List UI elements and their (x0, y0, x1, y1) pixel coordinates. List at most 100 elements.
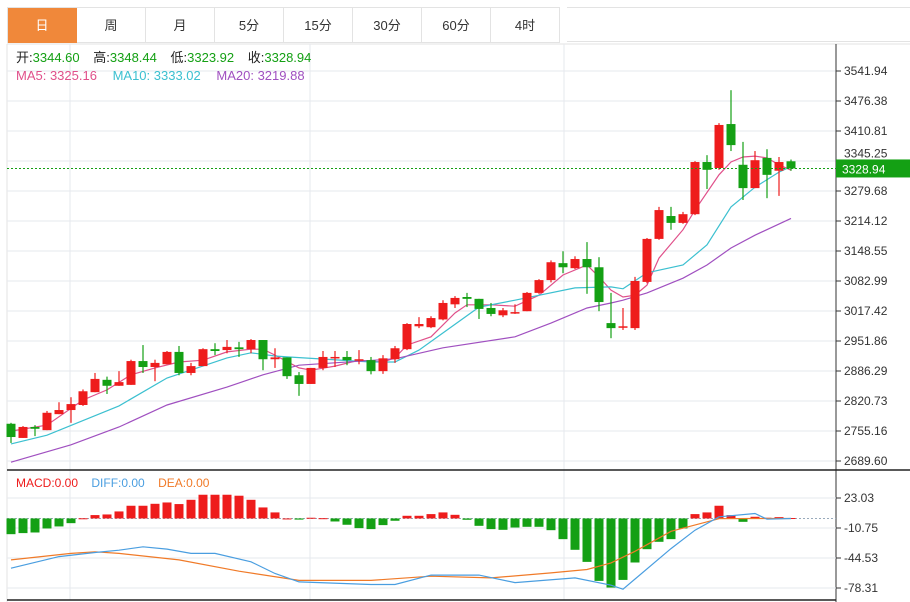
candle-body (66, 404, 76, 411)
candle (162, 351, 172, 365)
candle (354, 350, 364, 365)
candle-body (198, 349, 208, 367)
candle-body (486, 307, 496, 314)
candle (486, 302, 496, 317)
macd-bar (498, 518, 508, 530)
candle-body (762, 157, 772, 175)
candle (762, 149, 772, 199)
candle-body (42, 412, 52, 431)
candle (390, 345, 400, 363)
tab-15min[interactable]: 15分 (284, 8, 353, 43)
candle-body (234, 347, 244, 350)
macd-bar (6, 518, 16, 535)
candle (114, 371, 124, 386)
macd-tick-label: -10.75 (844, 521, 878, 535)
tab-day[interactable]: 日 (8, 8, 77, 43)
macd-bar (66, 518, 76, 524)
macd-bar (450, 514, 460, 519)
candle-body (342, 356, 352, 361)
macd-bar (222, 494, 232, 519)
candle-body (786, 161, 796, 169)
y-tick-label: 3017.42 (844, 304, 888, 318)
period-tabs: 日 周 月 5分 15分 30分 60分 4时 (7, 7, 560, 43)
candle (42, 410, 52, 431)
candle-body (570, 259, 580, 269)
tab-month[interactable]: 月 (146, 8, 215, 43)
macd-bar (666, 518, 676, 540)
candle-body (378, 358, 388, 372)
ma10-legend: MA10: 3333.02 (112, 68, 201, 83)
tab-week[interactable]: 周 (77, 8, 146, 43)
candle-body (306, 367, 316, 384)
macd-bar (774, 517, 784, 519)
tab-60min[interactable]: 60分 (422, 8, 491, 43)
macd-bar (330, 518, 340, 522)
candle-body (390, 348, 400, 360)
candle-body (18, 426, 28, 438)
candle (462, 292, 472, 308)
candle-body (402, 324, 412, 350)
macd-bar (414, 515, 424, 519)
diff-legend-value: DIFF:0.00 (91, 476, 145, 490)
macd-bar (546, 518, 556, 531)
dea-legend-value: DEA:0.00 (158, 476, 210, 490)
tab-4hour[interactable]: 4时 (491, 8, 560, 43)
ma5-legend: MA5: 3325.16 (16, 68, 97, 83)
candle (90, 372, 100, 393)
macd-bar (642, 518, 652, 550)
macd-bar (654, 518, 664, 542)
macd-bar (42, 518, 52, 529)
candle (594, 257, 604, 312)
macd-tick-label: 23.03 (844, 491, 874, 505)
macd-bar (750, 516, 760, 519)
candle (138, 345, 148, 373)
candle-body (594, 267, 604, 303)
candle-body (450, 297, 460, 305)
candle-body (510, 312, 520, 314)
tab-5min[interactable]: 5分 (215, 8, 284, 43)
y-tick-label: 3410.81 (844, 124, 888, 138)
candle-body (126, 361, 136, 385)
candle-body (174, 351, 184, 373)
macd-bar (162, 502, 172, 519)
candle-body (78, 391, 88, 405)
macd-bar (294, 518, 304, 520)
open-value: 3344.60 (32, 50, 80, 65)
macd-bar (714, 505, 724, 519)
ma5-line (10, 155, 792, 432)
y-tick-label: 2820.73 (844, 394, 888, 408)
candle-body (534, 280, 544, 293)
candle (246, 339, 256, 354)
macd-bar (342, 518, 352, 525)
candle (210, 343, 220, 356)
macd-bar (246, 499, 256, 519)
candle-body (114, 382, 124, 386)
candle-body (426, 318, 436, 328)
macd-bar (198, 494, 208, 519)
macd-bar (18, 518, 28, 534)
candle (342, 351, 352, 366)
diff-line (10, 512, 792, 590)
candle-body (690, 162, 700, 215)
high-label: 高: (93, 50, 110, 65)
candle (150, 359, 160, 382)
macd-bar (630, 518, 640, 563)
tab-30min[interactable]: 30分 (353, 8, 422, 43)
candle (438, 300, 448, 321)
candle (330, 351, 340, 368)
macd-bar (402, 515, 412, 519)
candle-body (642, 238, 652, 282)
macd-bar (354, 518, 364, 529)
macd-bar (78, 518, 88, 520)
candle (690, 161, 700, 216)
y-tick-label: 3476.38 (844, 94, 888, 108)
macd-bar (234, 495, 244, 519)
candle (498, 307, 508, 318)
macd-bar (174, 504, 184, 519)
candle-body (222, 346, 232, 351)
macd-legend-value: MACD:0.00 (16, 476, 79, 490)
candle (366, 356, 376, 375)
candle (666, 206, 676, 230)
candle-body (414, 324, 424, 327)
